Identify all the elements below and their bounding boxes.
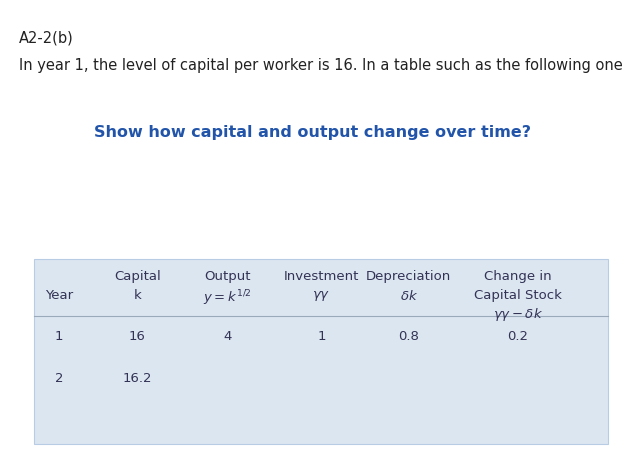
Text: Capital Stock: Capital Stock xyxy=(474,289,562,302)
Text: $y=k^{1/2}$: $y=k^{1/2}$ xyxy=(203,289,252,308)
Text: Capital: Capital xyxy=(114,270,160,283)
Text: 1: 1 xyxy=(317,330,326,343)
Text: 16: 16 xyxy=(129,330,146,343)
Text: Show how capital and output change over time?: Show how capital and output change over … xyxy=(94,125,530,140)
Text: 16.2: 16.2 xyxy=(122,372,152,385)
Text: A2-2(b): A2-2(b) xyxy=(19,30,74,45)
Text: Investment: Investment xyxy=(284,270,359,283)
Text: 4: 4 xyxy=(223,330,232,343)
Text: 0.2: 0.2 xyxy=(507,330,529,343)
Text: $\gamma\gamma$: $\gamma\gamma$ xyxy=(312,289,331,303)
Text: 1: 1 xyxy=(55,330,64,343)
Text: Output: Output xyxy=(205,270,251,283)
Text: $\gamma\gamma - \delta k$: $\gamma\gamma - \delta k$ xyxy=(493,306,543,323)
Text: In year 1, the level of capital per worker is 16. In a table such as the followi: In year 1, the level of capital per work… xyxy=(19,58,624,73)
Text: $\delta k$: $\delta k$ xyxy=(399,289,418,303)
FancyBboxPatch shape xyxy=(34,259,608,444)
Text: k: k xyxy=(134,289,141,302)
Text: 2: 2 xyxy=(55,372,64,385)
Text: 0.8: 0.8 xyxy=(398,330,419,343)
Text: Change in: Change in xyxy=(484,270,552,283)
Text: Depreciation: Depreciation xyxy=(366,270,451,283)
Text: Year: Year xyxy=(45,289,74,302)
